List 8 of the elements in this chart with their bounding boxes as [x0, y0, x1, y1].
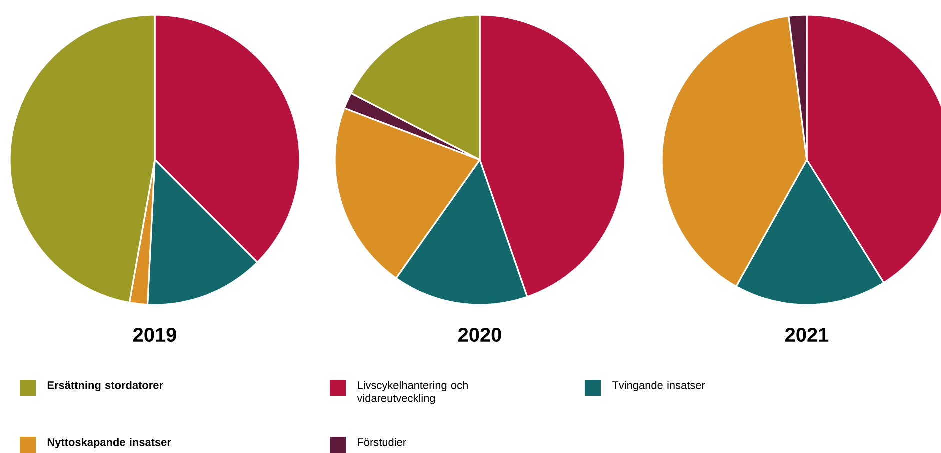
legend-label: Tvingande insatser	[612, 381, 706, 392]
legend-label: Förstudier	[358, 438, 406, 446]
legend-label: Livscykelhantering och vidareutveckling	[357, 381, 468, 404]
legend-label: Nyttoskapande insatser	[48, 438, 172, 448]
text: 2020	[458, 328, 502, 342]
legend-label: Ersättning stordatorer	[48, 381, 164, 392]
text: 2019	[134, 328, 176, 342]
text: 2021	[786, 328, 829, 342]
